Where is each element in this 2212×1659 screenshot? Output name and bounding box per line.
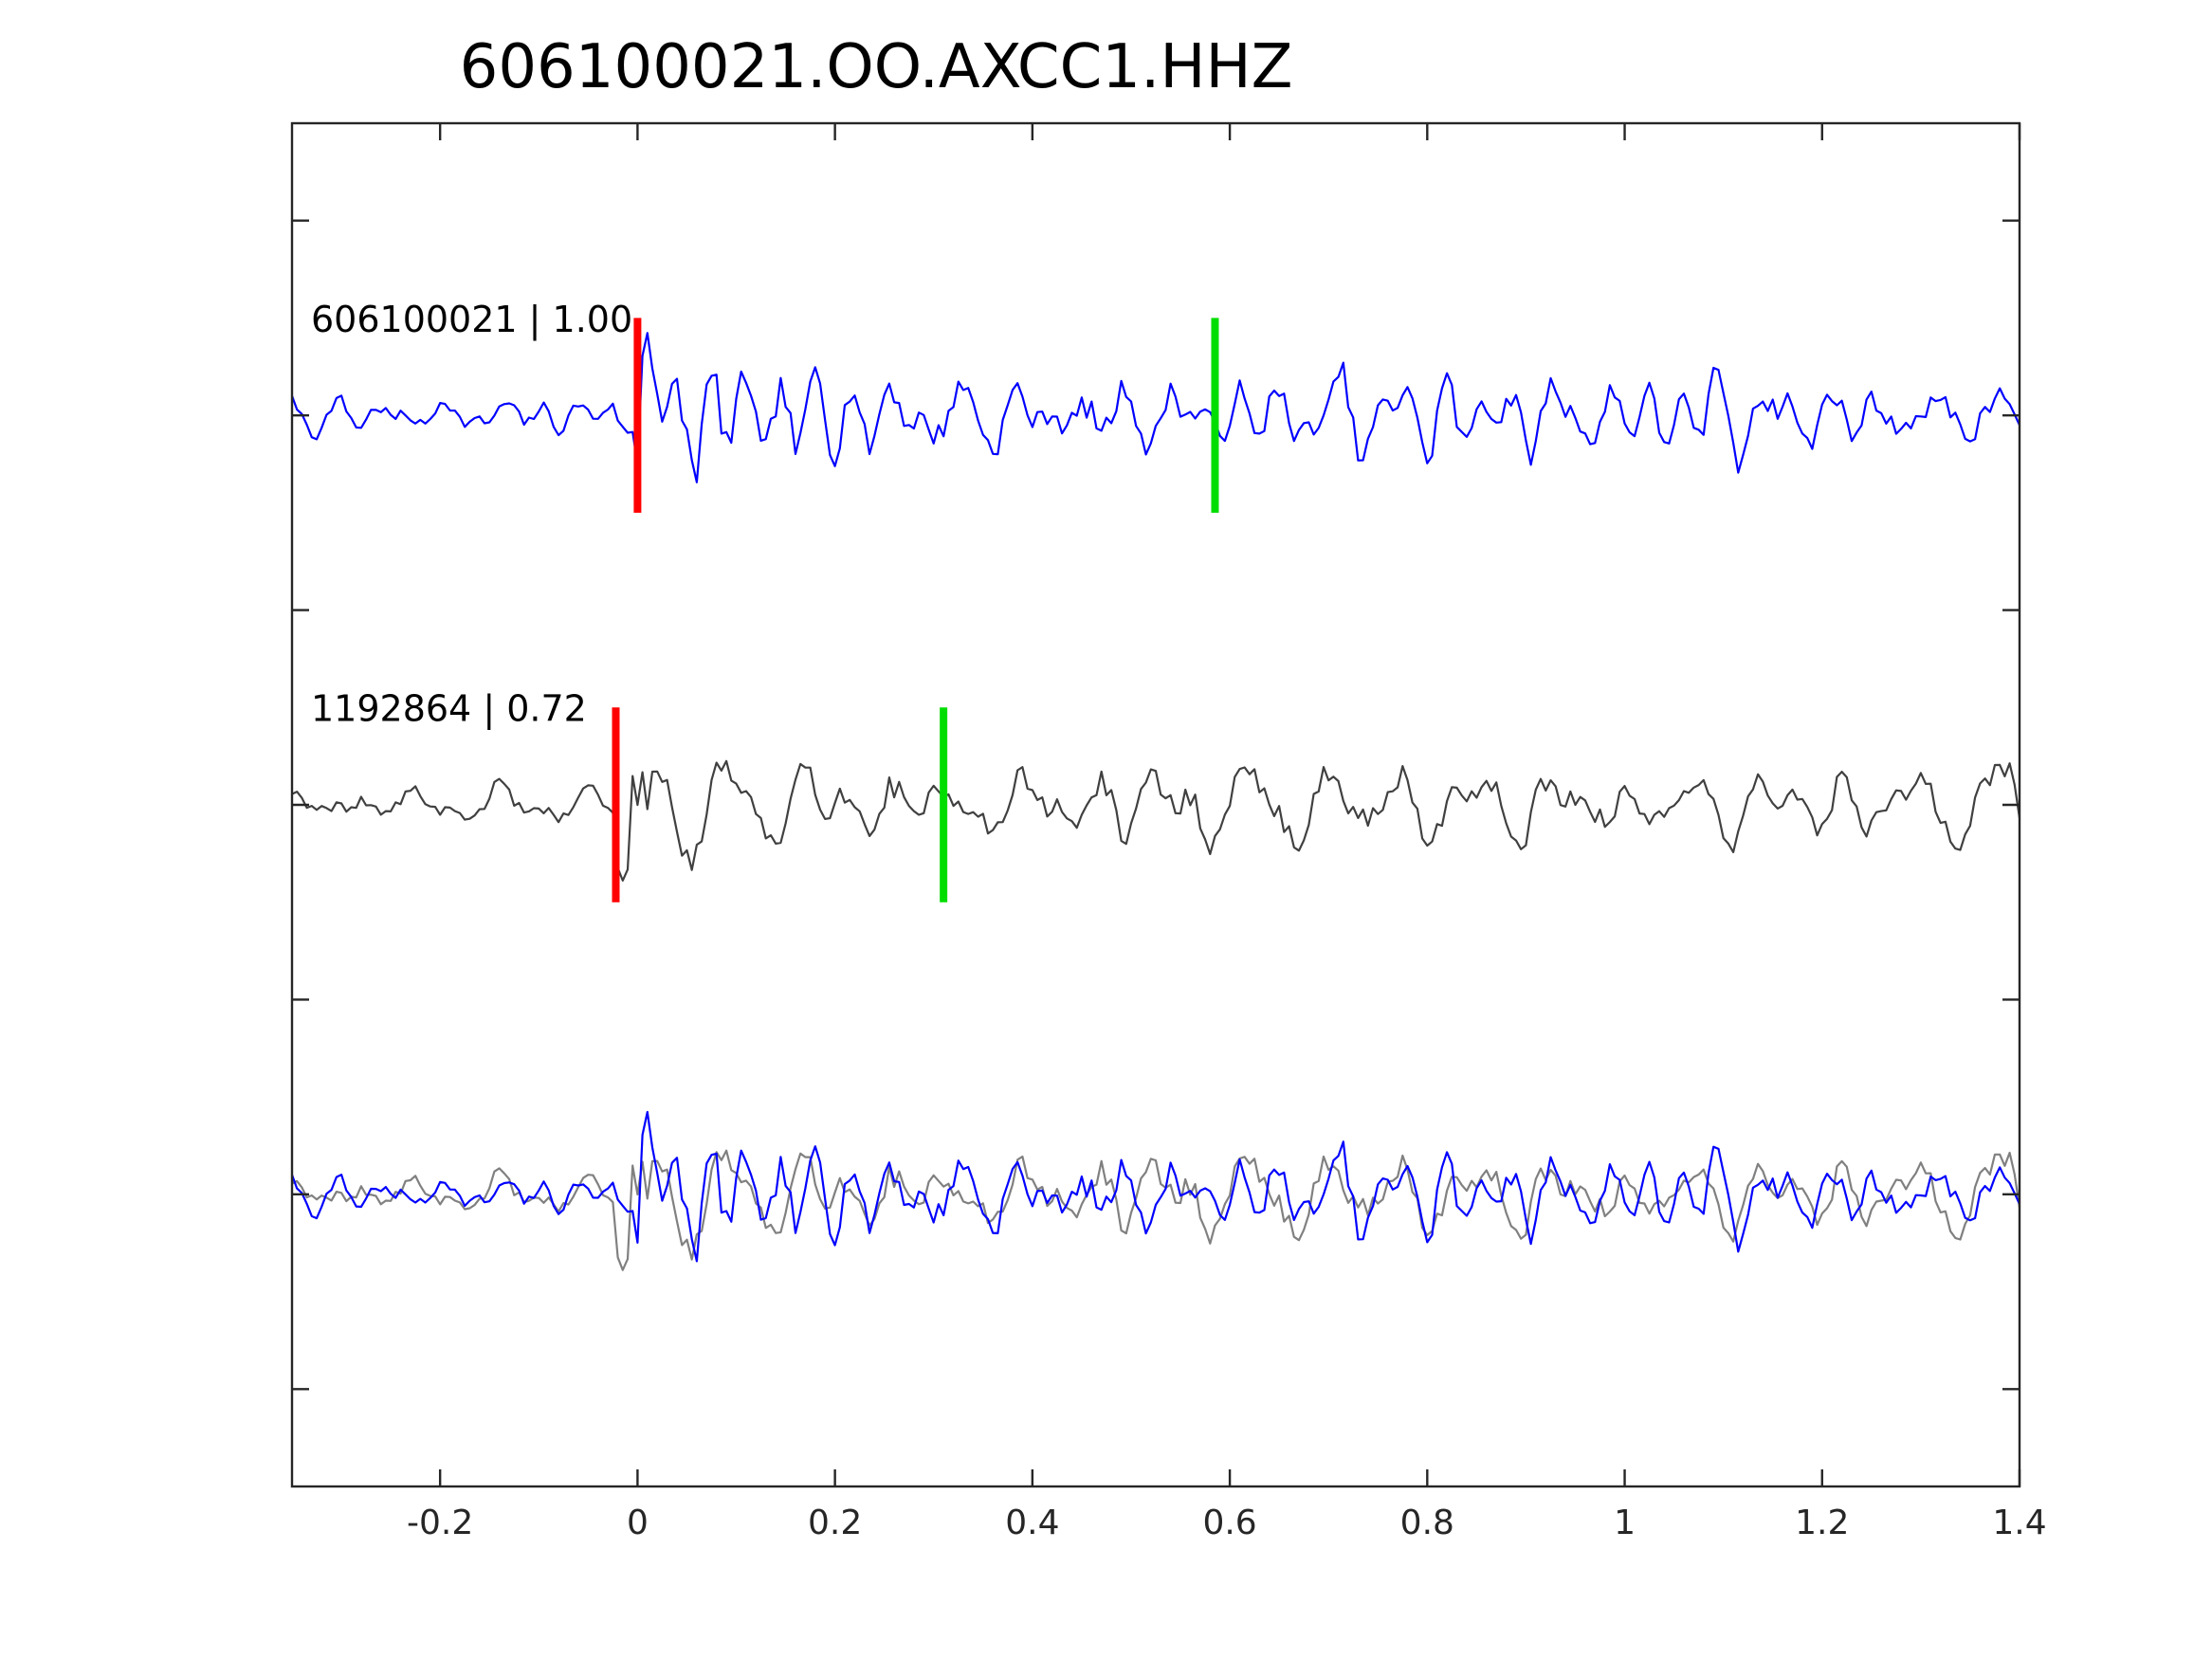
x-tick-label: 1.4 xyxy=(1992,1504,2046,1542)
x-tick-label: 0.4 xyxy=(1005,1504,1059,1542)
x-tick-label: 0.8 xyxy=(1400,1504,1454,1542)
trace-label-1: 606100021 | 1.00 xyxy=(311,299,632,341)
chart-title: 606100021.OO.AXCC1.HHZ xyxy=(460,32,1293,102)
overlay-trace-blue xyxy=(290,1110,2020,1263)
x-tick-label: -0.2 xyxy=(407,1504,473,1542)
x-tick-label: 0 xyxy=(627,1504,649,1542)
x-tick-label: 1 xyxy=(1614,1504,1636,1542)
plot-area: 606100021 | 1.00 1192864 | 0.72 xyxy=(290,299,2021,1271)
axis-ticks: -0.2 0 0.2 0.4 0.6 0.8 1 1.2 1.4 xyxy=(292,123,2047,1542)
trace-line-1 xyxy=(290,332,2020,483)
overlay-trace-grey xyxy=(291,1149,2021,1271)
x-tick-label: 0.2 xyxy=(808,1504,862,1542)
trace-label-2: 1192864 | 0.72 xyxy=(311,688,587,731)
trace-line-2 xyxy=(291,759,2021,882)
x-tick-label: 1.2 xyxy=(1795,1504,1849,1542)
x-tick-label: 0.6 xyxy=(1202,1504,1256,1542)
